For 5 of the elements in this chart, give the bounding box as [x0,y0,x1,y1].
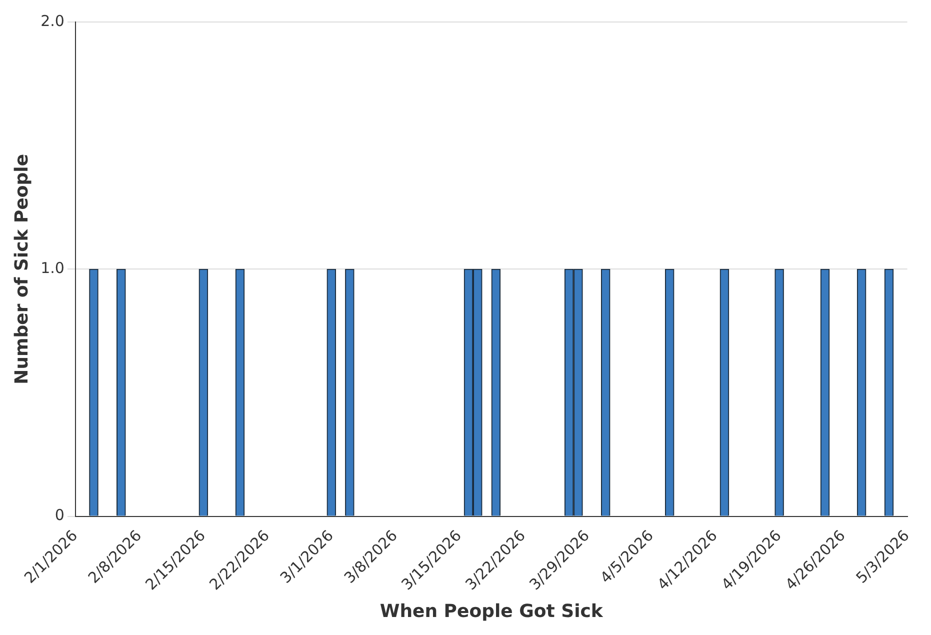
y-axis-title: Number of Sick People [11,154,32,384]
x-axis-title: When People Got Sick [380,600,604,622]
y-tick-label: 1.0 [40,259,64,278]
y-tick-label: 2.0 [40,12,64,30]
y-tick-label: 0 [54,506,64,524]
